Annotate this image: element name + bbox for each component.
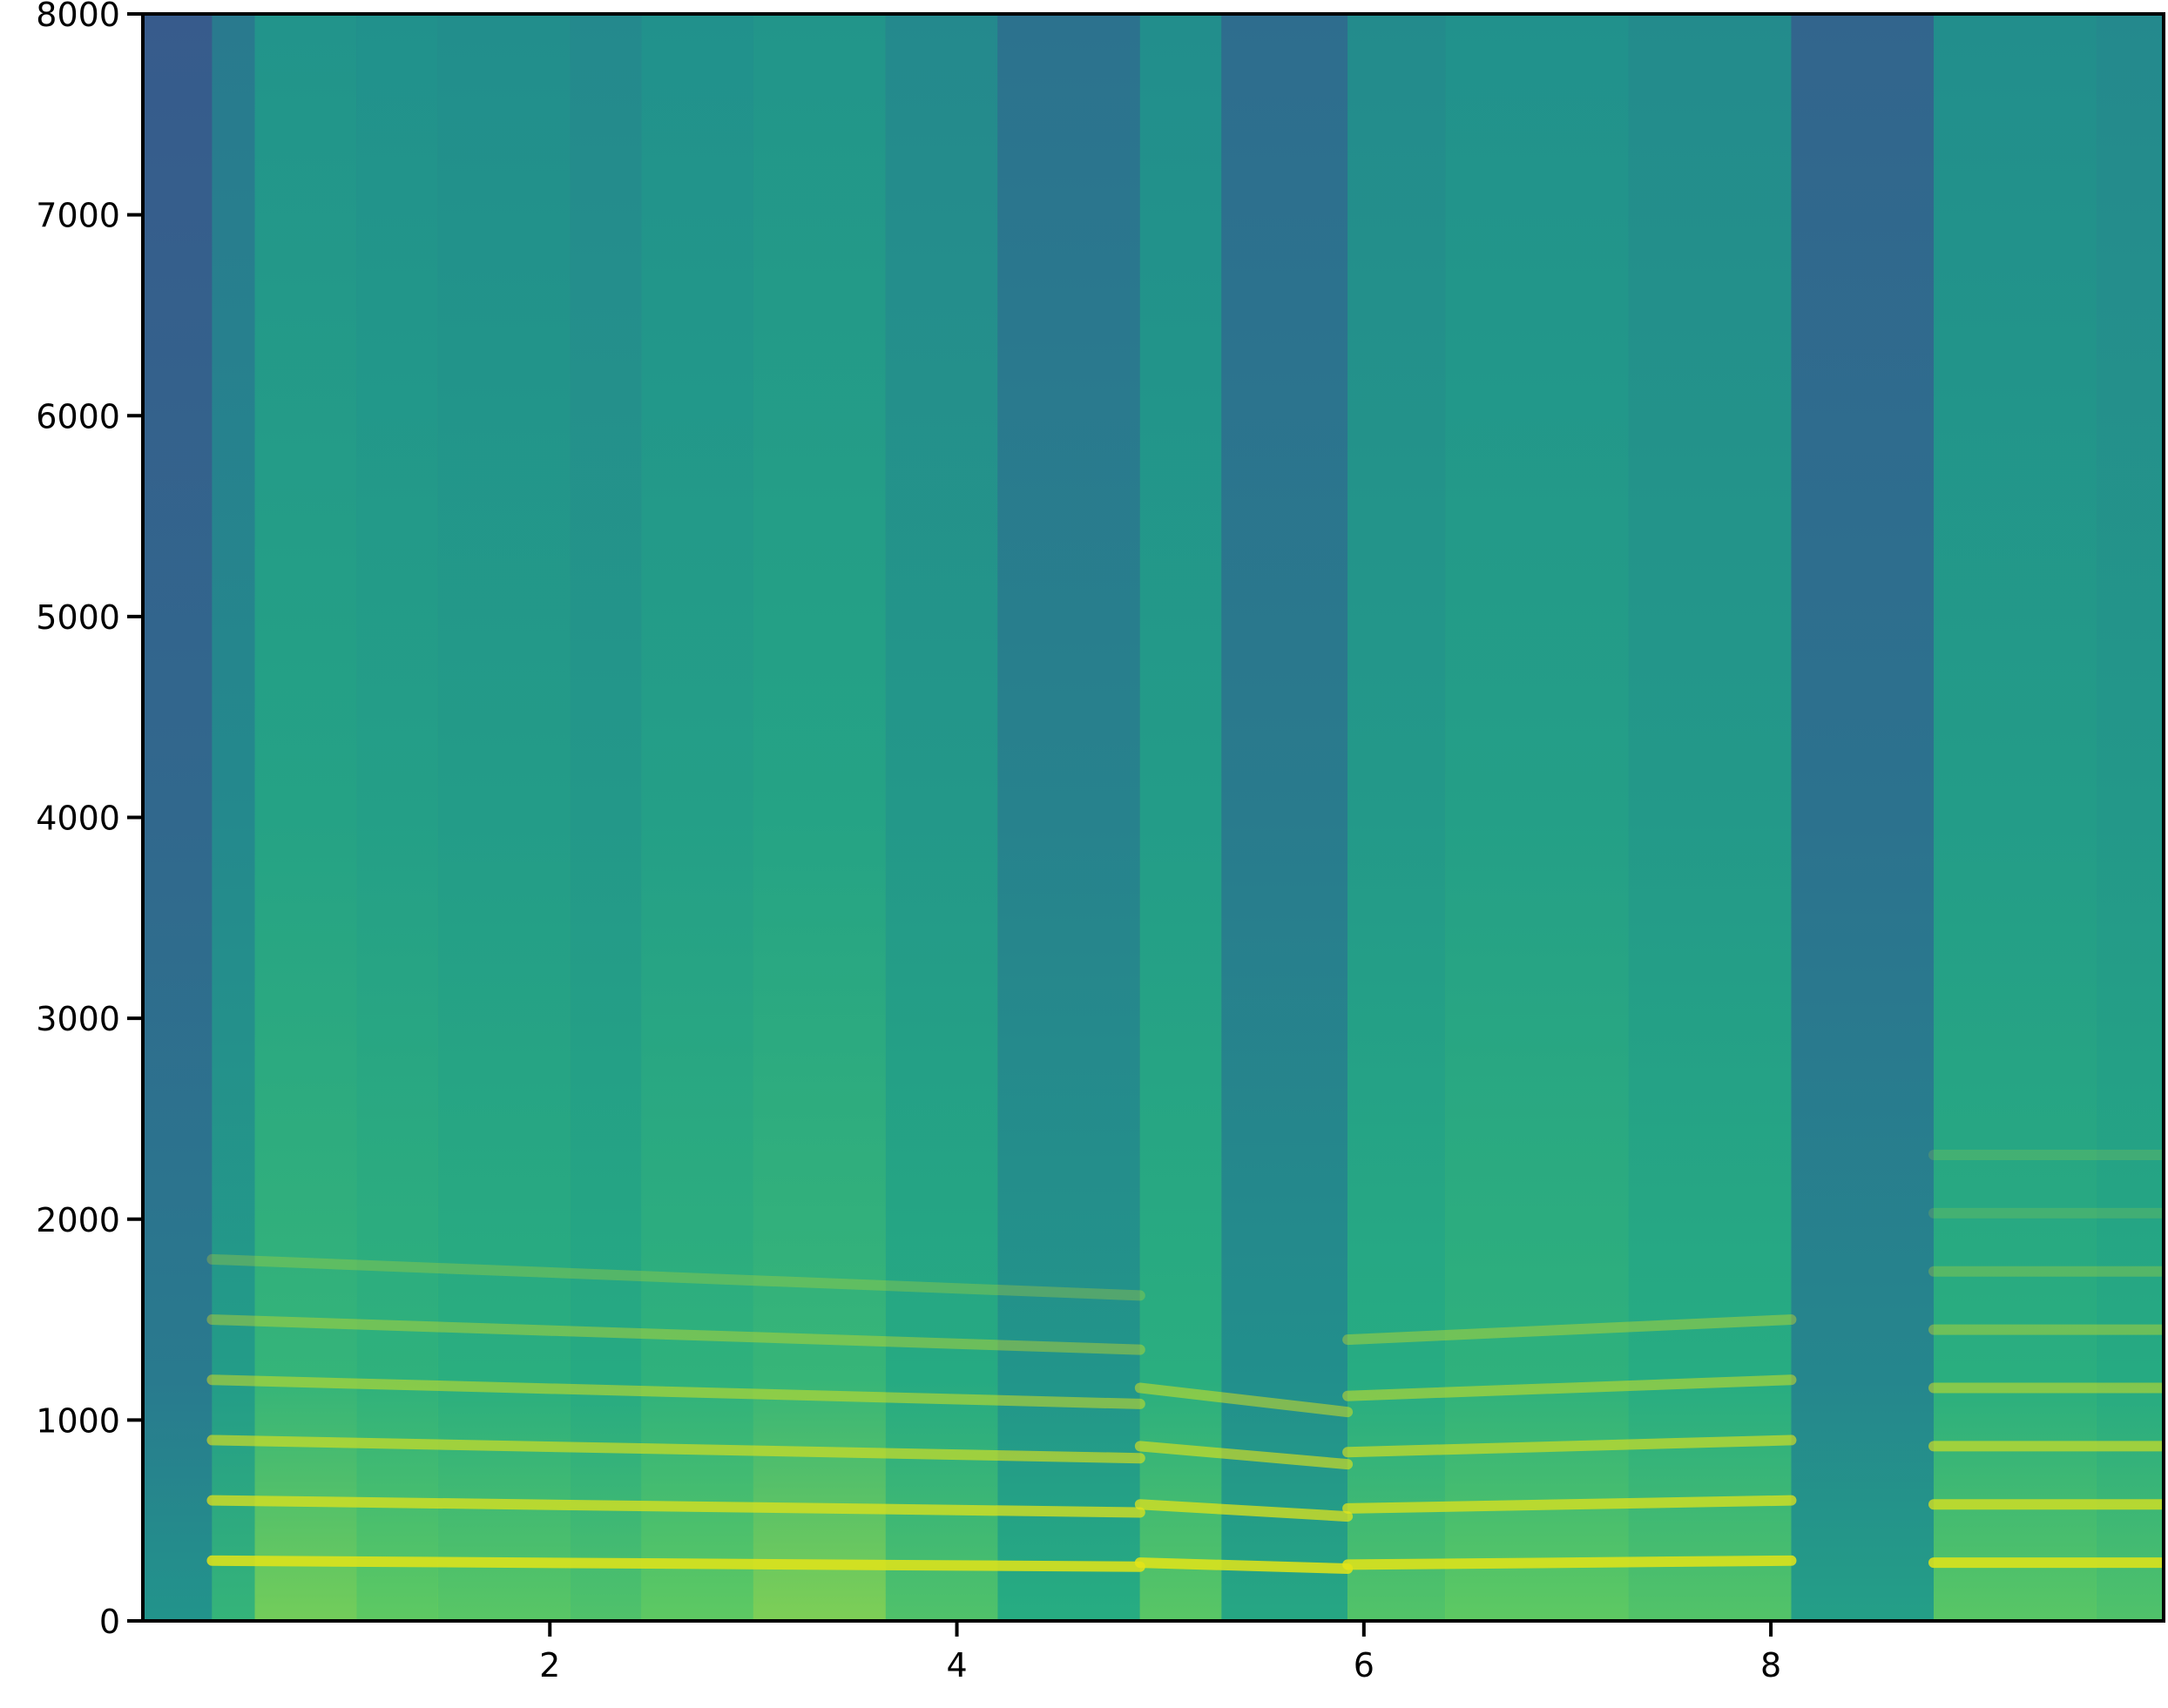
harmonic-band <box>206 1374 1145 1409</box>
spectrogram-segment <box>885 14 998 1621</box>
spectrogram-segment <box>254 14 357 1621</box>
spectrogram-segments <box>143 14 2164 1621</box>
x-axis: 2 4 6 8 <box>539 1621 1781 1684</box>
spectrogram-segment <box>212 14 255 1621</box>
x-tick-label: 6 <box>1354 1646 1374 1684</box>
spectrogram-segment <box>641 14 753 1621</box>
x-tick-label: 4 <box>946 1646 967 1684</box>
harmonic-band <box>1342 1435 1797 1458</box>
harmonic-band <box>1134 1382 1354 1418</box>
spectrogram-segment <box>1139 14 1222 1621</box>
y-tick-label: 6000 <box>36 397 120 435</box>
spectrogram-segment <box>437 14 571 1621</box>
spectrogram-segment <box>143 14 213 1621</box>
spectrogram-segment <box>1445 14 1629 1621</box>
spectrogram-segment <box>997 14 1140 1621</box>
spectrogram-segment <box>570 14 642 1621</box>
spectrogram-segment <box>356 14 438 1621</box>
harmonic-band <box>1342 1314 1797 1346</box>
harmonic-band <box>1342 1555 1797 1570</box>
x-tick-label: 2 <box>539 1646 560 1684</box>
x-tick-label: 8 <box>1760 1646 1781 1684</box>
harmonic-band <box>206 1495 1145 1518</box>
spectrogram-segment <box>753 14 886 1621</box>
harmonic-band <box>1134 1557 1354 1575</box>
spectrogram-segment <box>1628 14 1792 1621</box>
y-tick-label: 3000 <box>36 1000 120 1038</box>
spectrogram-segment <box>1791 14 1934 1621</box>
spectrogram-segment <box>1933 14 2097 1621</box>
harmonic-bands <box>206 1149 2164 1575</box>
harmonic-band <box>1134 1441 1354 1470</box>
harmonic-band <box>1342 1374 1797 1401</box>
y-tick-label: 8000 <box>36 0 120 34</box>
y-axis: 0 1000 2000 3000 4000 5000 6000 7000 8000 <box>36 0 143 1641</box>
harmonic-band <box>206 1555 1145 1572</box>
spectrogram-segment <box>1221 14 1348 1621</box>
harmonic-band <box>1134 1499 1354 1522</box>
y-tick-label: 7000 <box>36 197 120 235</box>
y-tick-label: 0 <box>99 1603 120 1641</box>
y-tick-label: 4000 <box>36 800 120 838</box>
harmonic-band <box>1342 1495 1797 1514</box>
harmonic-band <box>206 1435 1145 1464</box>
y-tick-label: 1000 <box>36 1401 120 1440</box>
harmonic-band <box>206 1314 1145 1355</box>
y-tick-label: 5000 <box>36 598 120 637</box>
harmonic-band <box>206 1253 1145 1301</box>
spectrogram-segment <box>2096 14 2164 1621</box>
spectrogram-segment <box>1347 14 1446 1621</box>
y-tick-label: 2000 <box>36 1201 120 1239</box>
